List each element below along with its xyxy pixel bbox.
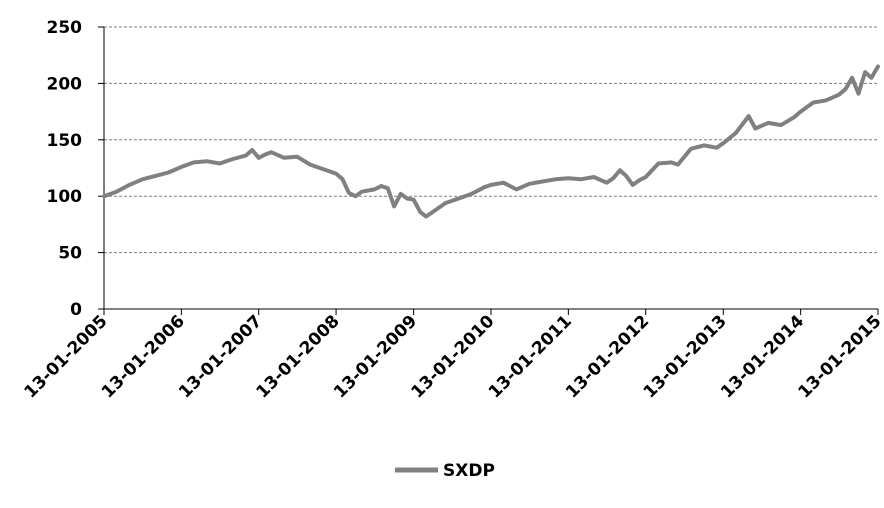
y-tick-label: 150 xyxy=(47,131,83,151)
y-tick-label: 100 xyxy=(47,187,83,207)
y-axis-ticks: 0 50 100 150 200 250 xyxy=(47,18,104,320)
y-tick-label: 200 xyxy=(47,74,83,94)
x-axis-ticks: 13-01-200513-01-200613-01-200713-01-2008… xyxy=(20,309,884,402)
y-tick-label: 250 xyxy=(47,18,83,38)
series-line-sxdp xyxy=(102,64,880,219)
gridlines xyxy=(104,26,878,254)
y-tick-label: 50 xyxy=(58,244,82,264)
legend: SXDP xyxy=(395,461,495,481)
x-tick-label: 13-01-2015 xyxy=(794,311,884,402)
series-layer xyxy=(102,64,880,219)
y-tick-label: 0 xyxy=(70,300,82,320)
legend-label: SXDP xyxy=(443,461,495,481)
axes xyxy=(103,27,878,310)
